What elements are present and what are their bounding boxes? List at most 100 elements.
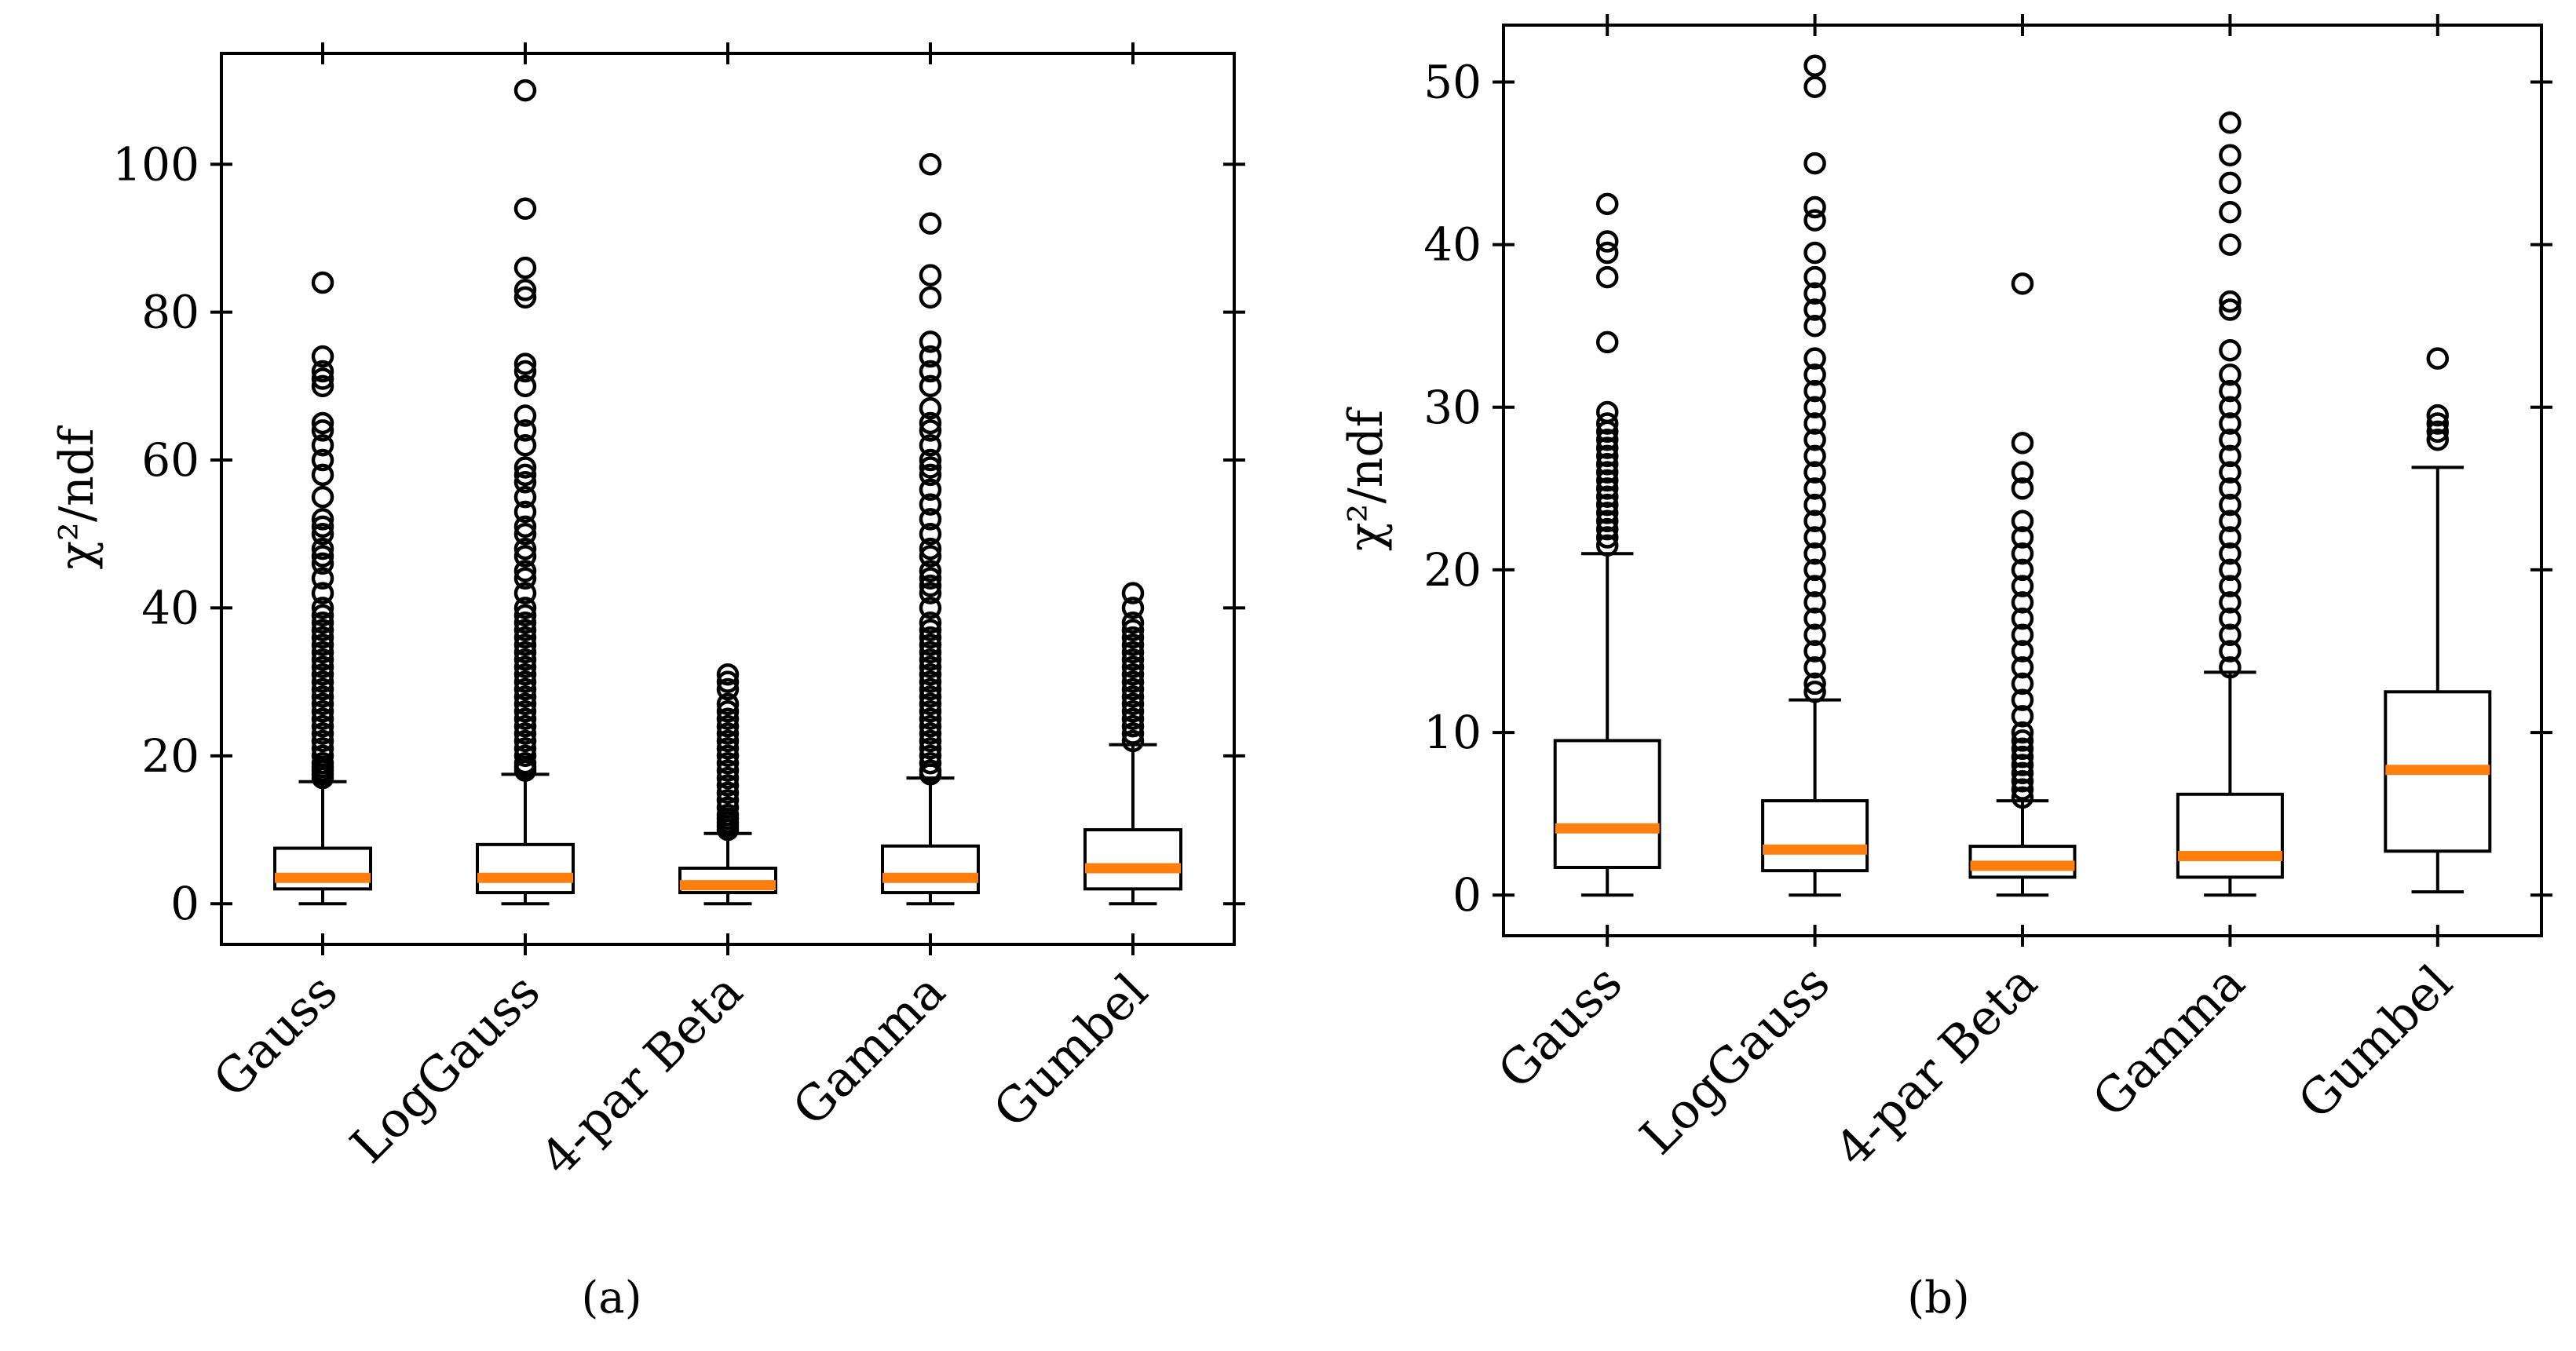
y-tick-label: 0: [170, 877, 199, 930]
outlier-point: [311, 670, 334, 693]
outlier-point: [1595, 502, 1619, 524]
box-group-4-par-beta: 4-par Beta: [1824, 14, 2077, 1178]
outlier-point: [919, 692, 942, 716]
outlier-point: [311, 597, 334, 619]
outlier-point: [2011, 729, 2034, 752]
outlier-point: [513, 692, 537, 716]
outlier-point: [919, 655, 942, 679]
outlier-point: [513, 471, 537, 494]
outlier-point: [2011, 745, 2034, 769]
outlier-point: [513, 433, 537, 457]
outlier-point: [311, 634, 334, 656]
outlier-point: [2219, 298, 2242, 321]
outlier-point: [919, 729, 942, 753]
y-tick-label: 20: [1423, 543, 1482, 597]
outlier-point: [311, 692, 334, 716]
outlier-point: [1803, 526, 1826, 549]
outlier-point: [513, 626, 537, 649]
outlier-point: [311, 582, 334, 604]
outlier-point: [311, 345, 334, 368]
outlier-point: [311, 271, 334, 294]
outlier-point: [2426, 403, 2450, 427]
outlier-point: [311, 655, 334, 679]
x-category-label: 4-par Beta: [1824, 954, 2048, 1178]
outlier-point: [2011, 737, 2034, 761]
outlier-point: [1595, 493, 1619, 517]
outlier-point: [311, 360, 334, 383]
outlier-point: [311, 700, 334, 723]
outlier-point: [311, 729, 334, 753]
outlier-point: [919, 663, 942, 686]
outlier-point: [2219, 640, 2242, 663]
outlier-point: [1121, 722, 1145, 745]
panel-label: (b): [1907, 1272, 1970, 1324]
outlier-point: [716, 707, 740, 730]
outlier-point: [2011, 461, 2034, 484]
outlier-point: [513, 648, 537, 671]
outlier-point: [919, 360, 942, 383]
outlier-point: [2219, 575, 2242, 597]
outlier-point: [2011, 769, 2034, 793]
outlier-point: [1803, 575, 1826, 597]
x-category-label: LogGauss: [1629, 954, 1841, 1166]
outlier-point: [311, 552, 334, 575]
outlier-point: [2219, 339, 2242, 362]
outlier-point: [1803, 591, 1826, 614]
outlier-point: [2011, 526, 2034, 549]
outlier-point: [1803, 607, 1826, 630]
outlier-point: [1803, 282, 1826, 305]
outlier-point: [919, 641, 942, 664]
outlier-point: [2426, 347, 2450, 370]
outlier-point: [513, 485, 537, 509]
outlier-point: [1121, 655, 1145, 679]
outlier-point: [919, 433, 942, 457]
box-group-gumbel: Gumbel: [2287, 14, 2492, 1130]
outlier-point: [716, 766, 740, 790]
outlier-point: [1121, 619, 1145, 641]
outlier-point: [1595, 428, 1619, 451]
outlier-point: [311, 641, 334, 664]
outlier-point: [1803, 623, 1826, 647]
x-category-label: Gumbel: [982, 962, 1158, 1138]
outlier-point: [1803, 640, 1826, 663]
outlier-point: [513, 751, 537, 775]
outlier-point: [1595, 461, 1619, 484]
outlier-point: [1803, 444, 1826, 468]
outlier-point: [311, 612, 334, 634]
outlier-point: [513, 677, 537, 701]
outlier-point: [311, 433, 334, 457]
outlier-point: [919, 597, 942, 619]
outlier-point: [513, 655, 537, 679]
outlier-point: [1595, 469, 1619, 492]
y-tick-label: 100: [112, 137, 199, 191]
outlier-point: [1595, 477, 1619, 500]
outlier-point: [311, 737, 334, 760]
outlier-point: [716, 692, 740, 716]
outlier-point: [2219, 493, 2242, 517]
outlier-point: [2011, 721, 2034, 744]
outlier-point: [2219, 233, 2242, 256]
outlier-point: [513, 374, 537, 398]
outlier-point: [919, 619, 942, 641]
outlier-point: [1803, 558, 1826, 582]
outlier-point: [919, 212, 942, 235]
y-tick-label: 20: [141, 729, 199, 783]
outlier-point: [1121, 663, 1145, 686]
outlier-point: [716, 774, 740, 797]
outlier-point: [1595, 400, 1619, 424]
outlier-point: [2219, 623, 2242, 647]
outlier-point: [513, 634, 537, 656]
outlier-point: [919, 677, 942, 701]
outlier-point: [919, 626, 942, 649]
outlier-point: [1803, 347, 1826, 370]
outlier-point: [919, 670, 942, 693]
outlier-point: [513, 722, 537, 745]
iqr-box: [1553, 739, 1661, 870]
outlier-point: [1121, 714, 1145, 738]
outlier-point: [1595, 241, 1619, 265]
outlier-point: [919, 759, 942, 782]
outlier-point: [2219, 542, 2242, 565]
outlier-point: [2426, 420, 2450, 444]
outlier-point: [716, 796, 740, 819]
